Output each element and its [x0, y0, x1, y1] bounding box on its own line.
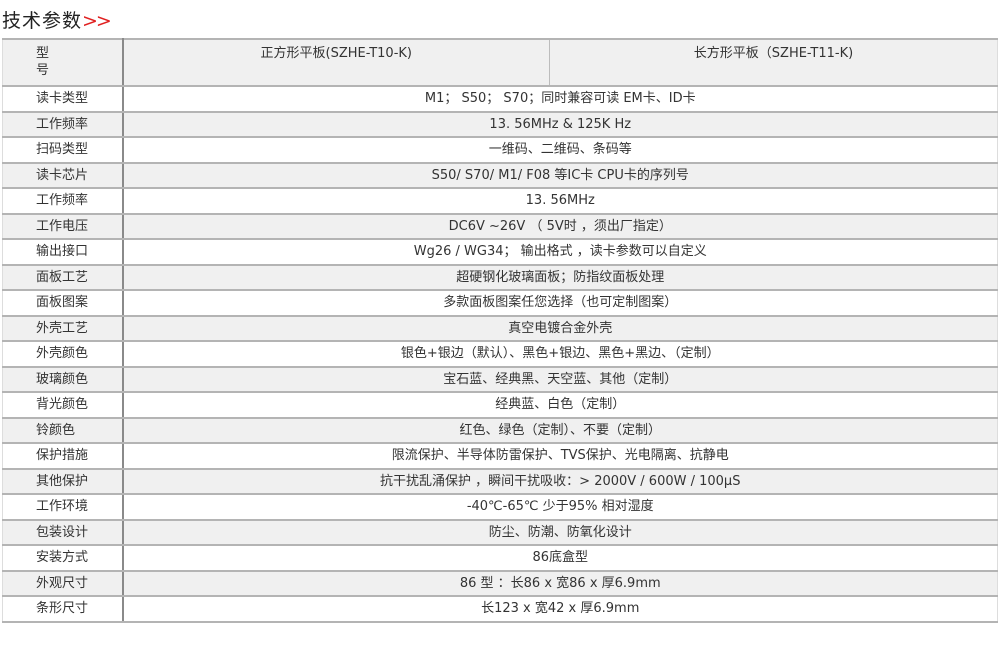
- table-row: 铃颜色 红色、绿色（定制）、不要（定制）: [2, 416, 998, 444]
- table-row: 背光颜色 经典蓝、白色（定制）: [2, 391, 998, 419]
- row-label: 玻璃颜色: [2, 365, 124, 393]
- row-label: 铃颜色: [2, 416, 124, 444]
- table-row: 安装方式 86底盒型: [2, 544, 998, 572]
- table-row: 保护措施 限流保护、半导体防雷保护、TVS保护、光电隔离、抗静电: [2, 442, 998, 470]
- row-label: 外观尺寸: [2, 569, 124, 597]
- table-row: 包装设计 防尘、防潮、防氧化设计: [2, 518, 998, 546]
- table-row: 外壳工艺 真空电镀合金外壳: [2, 314, 998, 342]
- model-label: 型号: [2, 38, 124, 87]
- row-value: 13. 56MHz & 125K Hz: [122, 110, 998, 138]
- row-value: 银色+银边（默认）、黑色+银边、黑色+黑边、（定制）: [122, 340, 998, 368]
- table-row: 扫码类型 一维码、二维码、条码等: [2, 136, 998, 164]
- table-header-row: 型号 正方形平板(SZHE-T10-K) 长方形平板（SZHE-T11-K): [2, 38, 998, 87]
- double-chevron-right-icon: >>: [82, 10, 112, 32]
- row-value: 13. 56MHz: [122, 187, 998, 215]
- table-row: 工作环境 -40℃-65℃ 少于95% 相对湿度: [2, 493, 998, 521]
- row-value: 限流保护、半导体防雷保护、TVS保护、光电隔离、抗静电: [122, 442, 998, 470]
- row-value: 经典蓝、白色（定制）: [122, 391, 998, 419]
- row-label: 工作频率: [2, 187, 124, 215]
- row-label: 保护措施: [2, 442, 124, 470]
- row-value: 超硬钢化玻璃面板；防指纹面板处理: [122, 263, 998, 291]
- row-label: 外壳颜色: [2, 340, 124, 368]
- model-label-line1: 型: [36, 46, 50, 61]
- row-value: 红色、绿色（定制）、不要（定制）: [122, 416, 998, 444]
- row-label: 外壳工艺: [2, 314, 124, 342]
- row-label: 安装方式: [2, 544, 124, 572]
- table-row: 面板图案 多款面板图案任您选择（也可定制图案）: [2, 289, 998, 317]
- row-value: 一维码、二维码、条码等: [122, 136, 998, 164]
- row-label: 读卡芯片: [2, 161, 124, 189]
- row-label: 面板工艺: [2, 263, 124, 291]
- row-label: 工作电压: [2, 212, 124, 240]
- table-row: 外观尺寸 86 型 ：长86 x 宽86 x 厚6.9mm: [2, 569, 998, 597]
- row-value: 宝石蓝、经典黑、天空蓝、其他（定制）: [122, 365, 998, 393]
- row-value: 86底盒型: [122, 544, 998, 572]
- row-value: -40℃-65℃ 少于95% 相对湿度: [122, 493, 998, 521]
- spec-table: 型号 正方形平板(SZHE-T10-K) 长方形平板（SZHE-T11-K) 读…: [2, 38, 998, 623]
- row-label: 扫码类型: [2, 136, 124, 164]
- table-row: 其他保护 抗干扰乱涌保护 ，瞬间干扰吸收：> 2000V / 600W / 100…: [2, 467, 998, 495]
- row-value: Wg26 / WG34； 输出格式 ，读卡参数可以自定义: [122, 238, 998, 266]
- table-row: 读卡类型 M1； S50； S70；同时兼容可读 EM卡、ID卡: [2, 85, 998, 113]
- row-label: 面板图案: [2, 289, 124, 317]
- row-value: 多款面板图案任您选择（也可定制图案）: [122, 289, 998, 317]
- row-label: 读卡类型: [2, 85, 124, 113]
- table-row: 面板工艺 超硬钢化玻璃面板；防指纹面板处理: [2, 263, 998, 291]
- row-label: 其他保护: [2, 467, 124, 495]
- row-label: 条形尺寸: [2, 595, 124, 623]
- row-value: M1； S50； S70；同时兼容可读 EM卡、ID卡: [122, 85, 998, 113]
- table-row: 外壳颜色 银色+银边（默认）、黑色+银边、黑色+黑边、（定制）: [2, 340, 998, 368]
- section-title: 技术参数>>: [2, 6, 112, 33]
- model-label-line2: 号: [36, 63, 50, 78]
- table-row: 工作频率 13. 56MHz & 125K Hz: [2, 110, 998, 138]
- row-label: 包装设计: [2, 518, 124, 546]
- row-value: 防尘、防潮、防氧化设计: [122, 518, 998, 546]
- row-label: 工作频率: [2, 110, 124, 138]
- section-title-text: 技术参数: [2, 10, 83, 32]
- row-value: S50/ S70/ M1/ F08 等IC卡 CPU卡的序列号: [122, 161, 998, 189]
- table-row: 输出接口 Wg26 / WG34； 输出格式 ，读卡参数可以自定义: [2, 238, 998, 266]
- row-label: 工作环境: [2, 493, 124, 521]
- row-value: 抗干扰乱涌保护 ，瞬间干扰吸收：> 2000V / 600W / 100μS: [122, 467, 998, 495]
- table-row: 读卡芯片 S50/ S70/ M1/ F08 等IC卡 CPU卡的序列号: [2, 161, 998, 189]
- row-label: 输出接口: [2, 238, 124, 266]
- table-row: 工作电压 DC6V ~26V （ 5V时 ，须出厂指定）: [2, 212, 998, 240]
- row-value: DC6V ~26V （ 5V时 ，须出厂指定）: [122, 212, 998, 240]
- row-value: 86 型 ：长86 x 宽86 x 厚6.9mm: [122, 569, 998, 597]
- table-row: 条形尺寸 长123 x 宽42 x 厚6.9mm: [2, 595, 998, 623]
- table-row: 工作频率 13. 56MHz: [2, 187, 998, 215]
- row-value: 长123 x 宽42 x 厚6.9mm: [122, 595, 998, 623]
- model-a-header: 正方形平板(SZHE-T10-K): [122, 38, 550, 87]
- table-row: 玻璃颜色 宝石蓝、经典黑、天空蓝、其他（定制）: [2, 365, 998, 393]
- row-value: 真空电镀合金外壳: [122, 314, 998, 342]
- model-b-header: 长方形平板（SZHE-T11-K): [549, 38, 998, 87]
- row-label: 背光颜色: [2, 391, 124, 419]
